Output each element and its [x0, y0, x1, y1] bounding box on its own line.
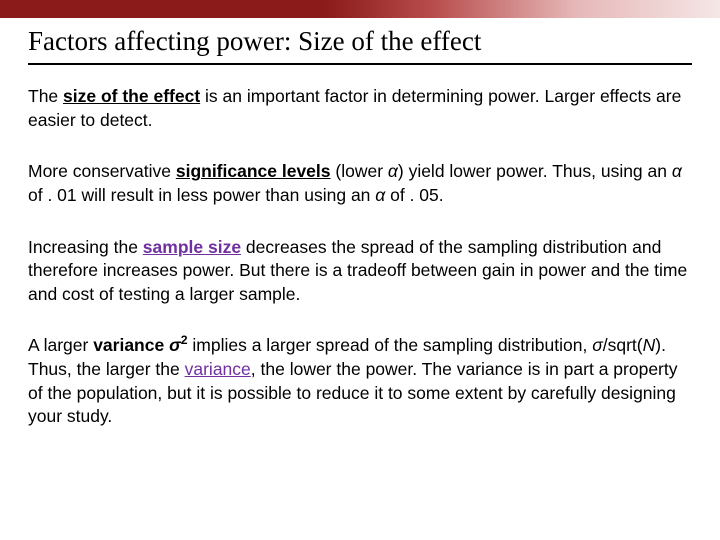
superscript-2: 2	[181, 334, 188, 348]
paragraph-variance: A larger variance σ2 implies a larger sp…	[28, 334, 692, 429]
alpha-symbol: α	[388, 161, 398, 181]
term-variance: variance	[93, 335, 169, 355]
paragraph-sample-size: Increasing the sample size decreases the…	[28, 236, 692, 307]
sigma-symbol: σ	[592, 335, 603, 355]
sigma-symbol: σ	[169, 335, 181, 355]
paragraph-significance-levels: More conservative significance levels (l…	[28, 160, 692, 207]
text: implies a larger spread of the sampling …	[188, 335, 593, 355]
n-symbol: N	[643, 335, 656, 355]
text: The	[28, 86, 63, 106]
text: Increasing the	[28, 237, 143, 257]
text: (lower	[331, 161, 388, 181]
alpha-symbol: α	[672, 161, 682, 181]
link-variance[interactable]: variance	[185, 359, 251, 379]
paragraph-effect-size: The size of the effect is an important f…	[28, 85, 692, 132]
term-size-of-effect: size of the effect	[63, 86, 200, 106]
link-sample-size[interactable]: sample size	[143, 237, 241, 257]
text: of . 01 will result in less power than u…	[28, 185, 375, 205]
text: A larger	[28, 335, 93, 355]
text: of . 05.	[385, 185, 443, 205]
slide-body: Factors affecting power: Size of the eff…	[0, 18, 720, 429]
header-gradient-bar	[0, 0, 720, 18]
text: More conservative	[28, 161, 176, 181]
text: /sqrt(	[603, 335, 643, 355]
term-significance-levels: significance levels	[176, 161, 331, 181]
alpha-symbol: α	[375, 185, 385, 205]
text: ) yield lower power. Thus, using an	[398, 161, 672, 181]
slide-title: Factors affecting power: Size of the eff…	[28, 26, 692, 65]
